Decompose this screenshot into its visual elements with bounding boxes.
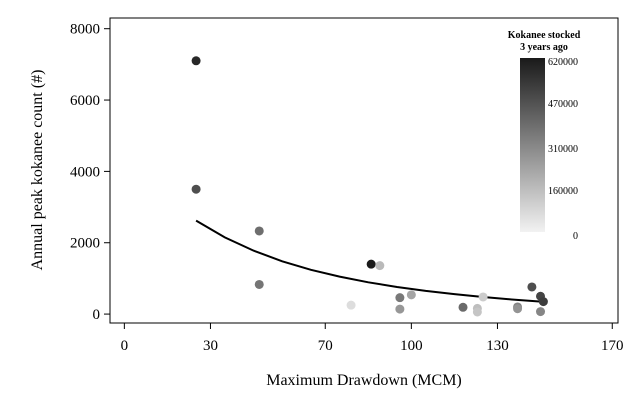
y-axis-title: Annual peak kokanee count (#) [29,70,46,271]
data-point [406,290,416,300]
legend-tick-label: 0 [573,231,578,242]
color-legend: Kokanee stocked 3 years ago 620000 470000… [508,30,581,242]
x-tick-label: 70 [318,338,333,354]
data-points [191,56,548,317]
data-point [366,259,376,269]
data-point [538,297,548,307]
data-point [254,226,264,236]
legend-tick-label: 470000 [548,99,578,110]
x-tick-label: 170 [601,338,624,354]
data-point [191,184,201,194]
data-point [478,292,488,302]
data-point [513,304,523,314]
y-tick-label: 4000 [70,164,100,180]
data-point [375,261,385,271]
y-axis: 0 2000 4000 6000 8000 [70,22,110,323]
data-point [527,282,537,292]
data-point [395,304,405,314]
y-tick-label: 8000 [70,22,100,38]
plot-frame [109,17,619,324]
legend-title-line1: Kokanee stocked [508,30,581,41]
legend-ticks: 620000 470000 310000 160000 0 [548,57,578,242]
x-tick-label: 0 [121,338,129,354]
y-tick-label: 6000 [70,93,100,109]
legend-tick-label: 620000 [548,57,578,68]
x-axis: 0 30 70 100 130 170 [121,323,624,354]
data-point [472,307,482,317]
x-axis-title: Maximum Drawdown (MCM) [266,372,462,389]
legend-title-line2: 3 years ago [520,42,568,53]
data-point [254,279,264,289]
legend-tick-label: 160000 [548,186,578,197]
data-point [536,307,546,317]
legend-tick-label: 310000 [548,144,578,155]
y-tick-label: 0 [93,307,101,323]
x-tick-label: 30 [203,338,218,354]
data-point [458,302,468,312]
y-tick-label: 2000 [70,236,100,252]
legend-colorbar [520,58,545,232]
data-point [191,56,201,66]
data-point [346,300,356,310]
x-tick-label: 100 [400,338,423,354]
data-point [395,293,405,303]
x-tick-label: 130 [486,338,509,354]
